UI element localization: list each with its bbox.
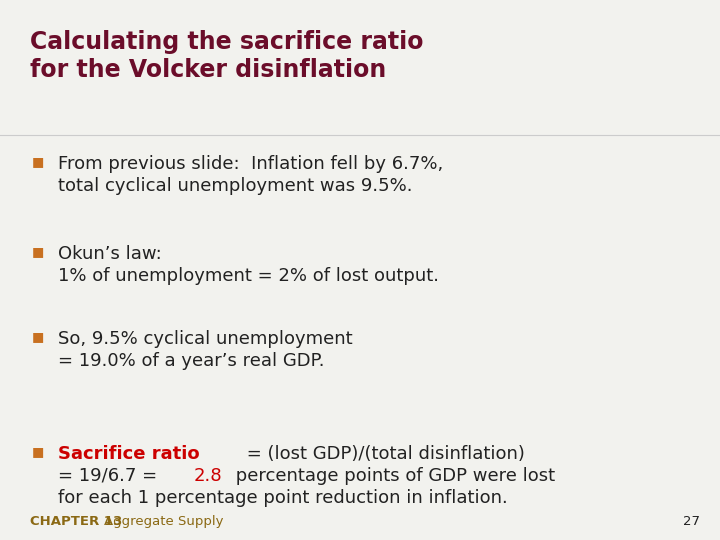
Text: Okun’s law:: Okun’s law:: [58, 245, 162, 263]
Text: for each 1 percentage point reduction in inflation.: for each 1 percentage point reduction in…: [58, 489, 508, 507]
Text: ■: ■: [32, 245, 44, 258]
Text: Aggregate Supply: Aggregate Supply: [104, 515, 223, 528]
Text: 1% of unemployment = 2% of lost output.: 1% of unemployment = 2% of lost output.: [58, 267, 439, 285]
Text: 2.8: 2.8: [194, 467, 222, 485]
Text: = 19/6.7 =: = 19/6.7 =: [58, 467, 163, 485]
Text: From previous slide:  Inflation fell by 6.7%,: From previous slide: Inflation fell by 6…: [58, 155, 444, 173]
Text: Sacrifice ratio: Sacrifice ratio: [58, 445, 199, 463]
Text: = 19.0% of a year’s real GDP.: = 19.0% of a year’s real GDP.: [58, 352, 325, 370]
Text: CHAPTER 13: CHAPTER 13: [30, 515, 122, 528]
Text: for the Volcker disinflation: for the Volcker disinflation: [30, 58, 386, 82]
Text: Calculating the sacrifice ratio: Calculating the sacrifice ratio: [30, 30, 423, 54]
Text: ■: ■: [32, 330, 44, 343]
Text: So, 9.5% cyclical unemployment: So, 9.5% cyclical unemployment: [58, 330, 353, 348]
Text: ■: ■: [32, 445, 44, 458]
Text: percentage points of GDP were lost: percentage points of GDP were lost: [230, 467, 555, 485]
Text: = (lost GDP)/(total disinflation): = (lost GDP)/(total disinflation): [240, 445, 525, 463]
Text: ■: ■: [32, 155, 44, 168]
Text: 27: 27: [683, 515, 700, 528]
Text: total cyclical unemployment was 9.5%.: total cyclical unemployment was 9.5%.: [58, 177, 413, 195]
